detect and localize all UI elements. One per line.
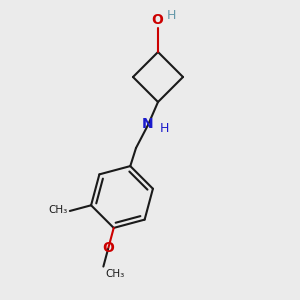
Text: H: H (167, 9, 176, 22)
Text: N: N (142, 117, 154, 131)
Text: CH₃: CH₃ (49, 205, 68, 215)
Text: CH₃: CH₃ (105, 268, 124, 278)
Text: H: H (160, 122, 169, 134)
Text: O: O (151, 13, 163, 27)
Text: O: O (102, 241, 114, 255)
